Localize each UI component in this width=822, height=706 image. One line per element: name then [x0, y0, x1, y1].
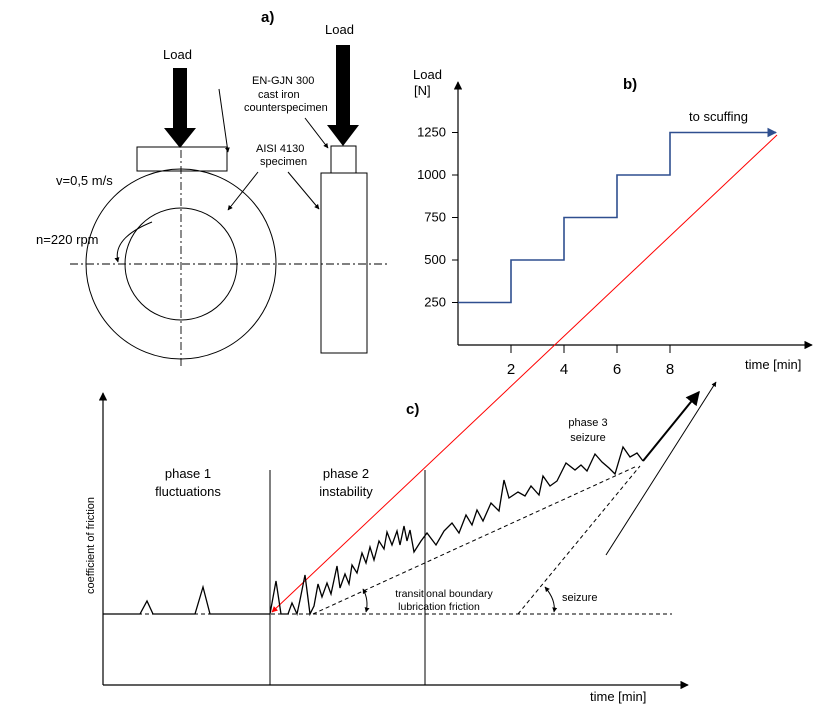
- transitional-label-2: lubrication friction: [398, 601, 480, 613]
- rpm-label: n=220 rpm: [36, 232, 99, 247]
- panel-a-label: a): [261, 9, 274, 26]
- chart-c-y-label: coefficient of friction: [85, 497, 97, 594]
- y-tick-label: 250: [424, 295, 446, 310]
- phase3-subtitle: seizure: [570, 432, 605, 444]
- seizure-angle-marker: [544, 586, 558, 613]
- x-tick-label: 6: [613, 361, 621, 378]
- time-link-arrow: [605, 381, 717, 556]
- friction-trace: [103, 445, 644, 617]
- specimen-label-1: AISI 4130: [256, 143, 304, 155]
- load-step-series: [458, 127, 777, 304]
- counterspecimen-block: [136, 146, 228, 172]
- rotation-arrow: [114, 221, 153, 263]
- phase2-title: phase 2: [323, 466, 369, 481]
- specimen-side: [320, 172, 368, 354]
- y-tick-label: 750: [424, 210, 446, 225]
- y-tick-label: 1250: [417, 125, 446, 140]
- leader-specimen-side: [287, 171, 320, 210]
- x-tick-label: 8: [666, 361, 674, 378]
- panel-b-label: b): [623, 76, 637, 93]
- panel-c: c) coefficient of friction time [min] ph…: [85, 390, 700, 704]
- panel-b: b) Load [N] 250 500 750 1000 1250 2 4 6 8 to sc…: [413, 67, 813, 556]
- leader-specimen-front: [227, 171, 259, 211]
- transitional-angle-marker: [362, 588, 370, 613]
- phase2-subtitle: instability: [319, 484, 373, 499]
- velocity-label: v=0,5 m/s: [56, 173, 113, 188]
- x-tick-label: 2: [507, 361, 515, 378]
- panel-c-label: c): [406, 401, 419, 418]
- seizure-trend-dashed: [517, 465, 641, 615]
- counterspecimen-label-1: EN-GJN 300: [252, 75, 314, 87]
- seizure-label: seizure: [562, 592, 597, 604]
- chart-b-y-ticks: 250 500 750 1000 1250: [417, 125, 458, 310]
- load-arrow-right: [327, 45, 359, 146]
- counterspecimen-label-3: counterspecimen: [244, 102, 328, 114]
- load-label-right: Load: [325, 22, 354, 37]
- y-tick-label: 1000: [417, 167, 446, 182]
- load-label-left: Load: [163, 47, 192, 62]
- phase1-subtitle: fluctuations: [155, 484, 221, 499]
- chart-b-x-ticks: 2 4 6 8: [507, 345, 674, 378]
- seizure-trend-arrow: [642, 390, 700, 462]
- leader-counterspecimen-front: [218, 88, 230, 153]
- phase3-title: phase 3: [568, 417, 607, 429]
- counterspecimen-side: [330, 145, 357, 174]
- chart-b-x-label: time [min]: [745, 357, 801, 372]
- load-arrow-left: [164, 68, 196, 148]
- load-axis-label-1: Load: [413, 67, 442, 82]
- phase1-title: phase 1: [165, 466, 211, 481]
- leader-counterspecimen-side: [304, 117, 329, 149]
- load-axis-label-2: [N]: [414, 83, 431, 98]
- scuffing-link-line: [271, 134, 778, 613]
- specimen-label-2: specimen: [260, 156, 307, 168]
- x-tick-label: 4: [560, 361, 568, 378]
- y-tick-label: 500: [424, 252, 446, 267]
- panel-a: a) Load v=0,5 m/s n=220 rpm Load EN-GJN …: [36, 9, 390, 366]
- to-scuffing-label: to scuffing: [689, 109, 748, 124]
- transitional-label-1: transitional boundary: [395, 588, 493, 600]
- counterspecimen-label-2: cast iron: [258, 89, 300, 101]
- chart-c-x-label: time [min]: [590, 689, 646, 704]
